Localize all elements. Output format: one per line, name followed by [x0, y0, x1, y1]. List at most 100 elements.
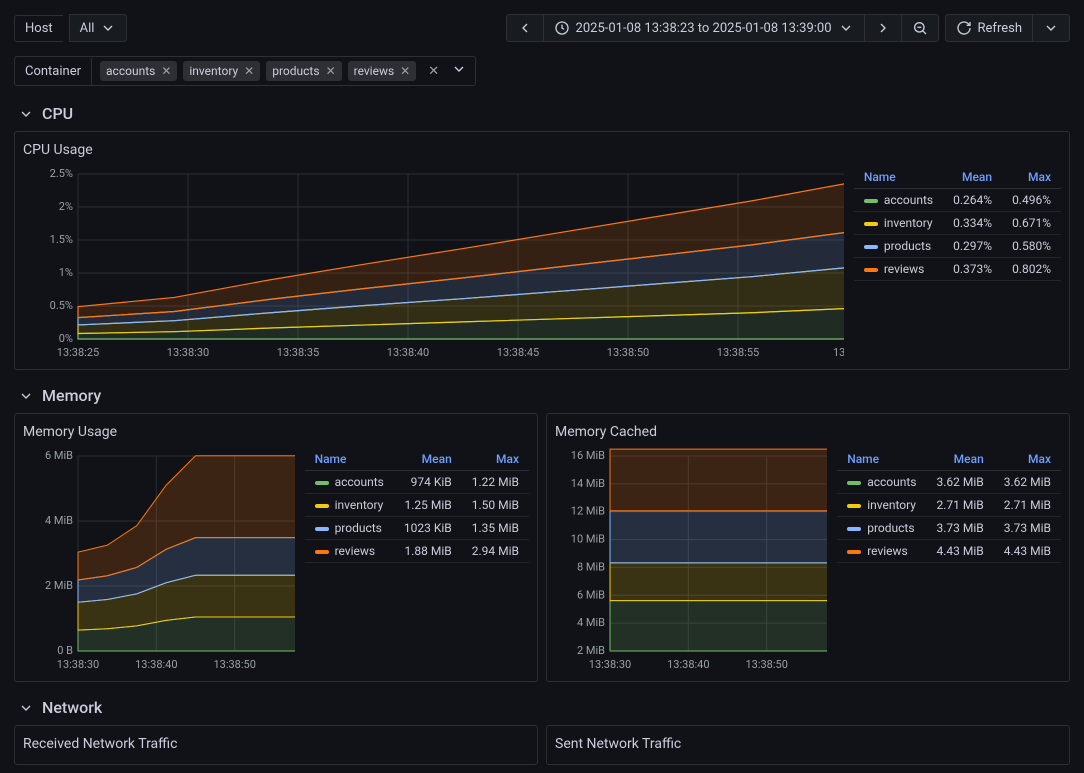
tag-remove-icon[interactable]: ✕: [400, 64, 410, 78]
filter-label: Container: [15, 58, 92, 85]
tag-label: inventory: [189, 64, 238, 78]
svg-text:0.5%: 0.5%: [50, 299, 73, 312]
svg-text:0 B: 0 B: [57, 644, 73, 657]
filter-dropdown-icon[interactable]: [451, 61, 467, 81]
time-range-picker[interactable]: 2025-01-08 13:38:23 to 2025-01-08 13:39:…: [543, 14, 864, 42]
host-value: All: [80, 21, 95, 36]
legend-table: NameMeanMaxaccounts974 KiB1.22 MiBinvent…: [305, 448, 529, 563]
panel-title: CPU Usage: [23, 140, 1061, 166]
tag-remove-icon[interactable]: ✕: [244, 64, 254, 78]
legend-col[interactable]: Name: [837, 448, 926, 471]
svg-text:13:38:45: 13:38:45: [497, 346, 539, 359]
filter-tag[interactable]: reviews✕: [348, 61, 417, 81]
panel-memory-0: Memory Usage 0 B 2 MiB 4 MiB 6 MiB 13:38:30 1…: [14, 413, 538, 682]
svg-text:13:38:25: 13:38:25: [57, 346, 99, 359]
svg-text:6 MiB: 6 MiB: [45, 449, 73, 462]
legend-col[interactable]: Max: [994, 448, 1061, 471]
legend-col[interactable]: Name: [305, 448, 394, 471]
svg-text:1%: 1%: [59, 266, 73, 279]
section-cpu-header[interactable]: CPU: [0, 96, 1084, 131]
legend-col[interactable]: Mean: [394, 448, 462, 471]
legend-row[interactable]: reviews1.88 MiB2.94 MiB: [305, 540, 529, 563]
section-title: Network: [42, 698, 102, 717]
refresh-label: Refresh: [978, 21, 1022, 36]
panel-network-1: Sent Network Traffic: [546, 725, 1070, 765]
legend-row[interactable]: reviews4.43 MiB4.43 MiB: [837, 540, 1061, 563]
refresh-button[interactable]: Refresh: [945, 14, 1032, 42]
section-memory-header[interactable]: Memory: [0, 378, 1084, 413]
filter-tag[interactable]: accounts ✕: [100, 61, 177, 81]
panel-title: Memory Cached: [555, 422, 1061, 448]
legend-row[interactable]: reviews0.373%0.802%: [854, 258, 1061, 281]
chevron-down-icon[interactable]: [18, 106, 34, 122]
filter-tag[interactable]: inventory ✕: [183, 61, 260, 81]
container-filter: Container accounts✕inventory✕products✕re…: [14, 56, 476, 86]
zoom-out-button[interactable]: [901, 14, 939, 42]
section-title: CPU: [42, 104, 73, 123]
svg-text:2.5%: 2.5%: [50, 167, 73, 180]
legend-row[interactable]: accounts974 KiB1.22 MiB: [305, 471, 529, 494]
svg-text:14 MiB: 14 MiB: [571, 477, 605, 490]
svg-text:13:38:50: 13:38:50: [745, 658, 787, 671]
svg-text:13:38:50: 13:38:50: [213, 658, 255, 671]
chevron-down-icon[interactable]: [18, 388, 34, 404]
svg-text:13:38:40: 13:38:40: [135, 658, 177, 671]
svg-text:13:38:30: 13:38:30: [57, 658, 99, 671]
refresh-interval-button[interactable]: [1032, 14, 1070, 42]
tag-remove-icon[interactable]: ✕: [161, 64, 171, 78]
svg-text:13:38:55: 13:38:55: [717, 346, 759, 359]
panel-network-0: Received Network Traffic: [14, 725, 538, 765]
svg-text:4 MiB: 4 MiB: [577, 616, 605, 629]
legend-row[interactable]: inventory0.334%0.671%: [854, 212, 1061, 235]
svg-text:12 MiB: 12 MiB: [571, 505, 605, 518]
host-select[interactable]: All: [69, 14, 128, 42]
legend-row[interactable]: accounts3.62 MiB3.62 MiB: [837, 471, 1061, 494]
legend-row[interactable]: products0.297%0.580%: [854, 235, 1061, 258]
time-prev-button[interactable]: [506, 14, 543, 42]
legend-table: NameMeanMaxaccounts0.264%0.496%inventory…: [854, 166, 1061, 281]
svg-text:13:38:40: 13:38:40: [667, 658, 709, 671]
panel-title: Memory Usage: [23, 422, 529, 448]
filter-tag[interactable]: products ✕: [266, 61, 341, 81]
svg-text:8 MiB: 8 MiB: [577, 560, 605, 573]
time-range-text: 2025-01-08 13:38:23 to 2025-01-08 13:39:…: [576, 21, 832, 36]
chevron-down-icon: [1043, 20, 1059, 36]
top-toolbar: Host All 2025-01-08 13:38:23 to 2025-01-…: [0, 0, 1084, 56]
legend-col[interactable]: Mean: [943, 166, 1002, 189]
section-network-header[interactable]: Network: [0, 690, 1084, 725]
legend-row[interactable]: accounts0.264%0.496%: [854, 189, 1061, 212]
tag-remove-icon[interactable]: ✕: [326, 64, 336, 78]
legend-col[interactable]: Name: [854, 166, 943, 189]
panel-title: Received Network Traffic: [23, 734, 529, 760]
legend-col[interactable]: Max: [462, 448, 529, 471]
svg-text:0%: 0%: [59, 332, 73, 345]
svg-text:13:39:: 13:39:: [833, 346, 844, 359]
chevron-down-icon[interactable]: [18, 700, 34, 716]
clock-icon: [554, 20, 570, 36]
panel-cpu-usage: CPU Usage 0% 0.5% 1% 1.5% 2% 2.5% 13:38:25 13:3…: [14, 131, 1070, 370]
refresh-icon: [956, 20, 972, 36]
svg-text:13:38:30: 13:38:30: [589, 658, 631, 671]
svg-text:2%: 2%: [59, 200, 73, 213]
zoom-out-icon: [912, 20, 928, 36]
legend-row[interactable]: inventory2.71 MiB2.71 MiB: [837, 494, 1061, 517]
svg-text:6 MiB: 6 MiB: [577, 588, 605, 601]
tag-label: accounts: [106, 64, 155, 78]
svg-text:1.5%: 1.5%: [50, 233, 73, 246]
svg-text:2 MiB: 2 MiB: [577, 644, 605, 657]
legend-col[interactable]: Max: [1002, 166, 1061, 189]
legend-col[interactable]: Mean: [927, 448, 994, 471]
panel-memory-1: Memory Cached 2 MiB4 MiB6 MiB8 MiB10 MiB…: [546, 413, 1070, 682]
filter-tags: accounts✕inventory✕products✕reviews✕✕: [92, 57, 475, 85]
chevron-left-icon: [517, 20, 533, 36]
svg-text:16 MiB: 16 MiB: [571, 449, 605, 462]
time-next-button[interactable]: [864, 14, 901, 42]
legend-row[interactable]: inventory1.25 MiB1.50 MiB: [305, 494, 529, 517]
svg-text:4 MiB: 4 MiB: [45, 514, 73, 527]
legend-row[interactable]: products1023 KiB1.35 MiB: [305, 517, 529, 540]
legend-row[interactable]: products3.73 MiB3.73 MiB: [837, 517, 1061, 540]
svg-text:13:38:35: 13:38:35: [277, 346, 319, 359]
clear-all-icon[interactable]: ✕: [422, 64, 445, 79]
tag-label: products: [272, 64, 319, 78]
svg-text:2 MiB: 2 MiB: [45, 579, 73, 592]
